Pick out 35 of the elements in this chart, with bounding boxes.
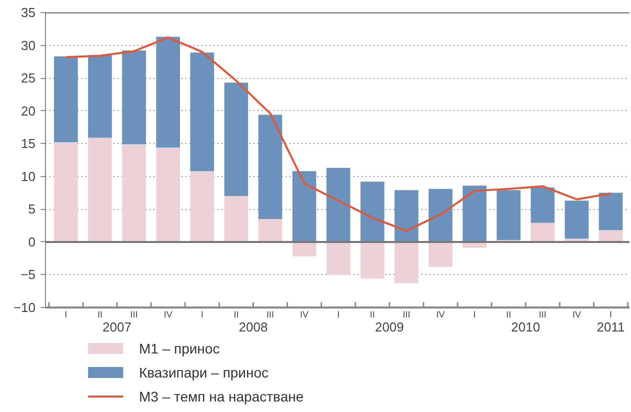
y-tick-label: −5: [20, 267, 36, 282]
x-tick-label: IV: [436, 310, 445, 320]
legend-label: Квазипари – принос: [138, 364, 269, 380]
y-tick-label: 30: [21, 38, 36, 53]
text: 2010: [511, 320, 540, 334]
x-tick-label: I: [610, 310, 612, 320]
x-tick-label: I: [473, 310, 476, 320]
x-tick-label: II: [97, 310, 102, 320]
y-tick-label: 0: [28, 234, 36, 250]
x-tick-label: IV: [572, 310, 581, 320]
x-tick-label: II: [370, 310, 375, 320]
x-tick-label: I: [200, 310, 204, 320]
legend-label: М3 – темп на нарастване: [138, 388, 304, 404]
x-tick-label: IV: [300, 310, 309, 320]
text: 2008: [238, 320, 268, 334]
x-tick-label: II: [234, 310, 239, 320]
legend-label: М1 – принос: [138, 340, 220, 356]
y-tick-label: 25: [21, 70, 36, 86]
y-tick-label: 5: [28, 202, 36, 217]
y-tick-label: 15: [21, 136, 36, 152]
text: 2011: [596, 320, 625, 334]
x-tick-label: IV: [164, 310, 172, 320]
x-tick-label: III: [538, 310, 546, 320]
y-tick-label: 10: [21, 168, 36, 184]
y-tick-label: −10: [13, 300, 36, 315]
y-tick-label: 20: [21, 103, 36, 118]
y-tick-label: 35: [21, 5, 36, 20]
x-tick-label: III: [266, 310, 274, 320]
text: 2009: [374, 320, 404, 334]
x-tick-label: III: [130, 310, 138, 320]
text: 2007: [102, 320, 132, 334]
x-tick-label: III: [402, 310, 410, 320]
x-tick-label: I: [337, 310, 340, 320]
x-tick-label: I: [64, 310, 68, 320]
x-tick-label: II: [506, 310, 512, 320]
